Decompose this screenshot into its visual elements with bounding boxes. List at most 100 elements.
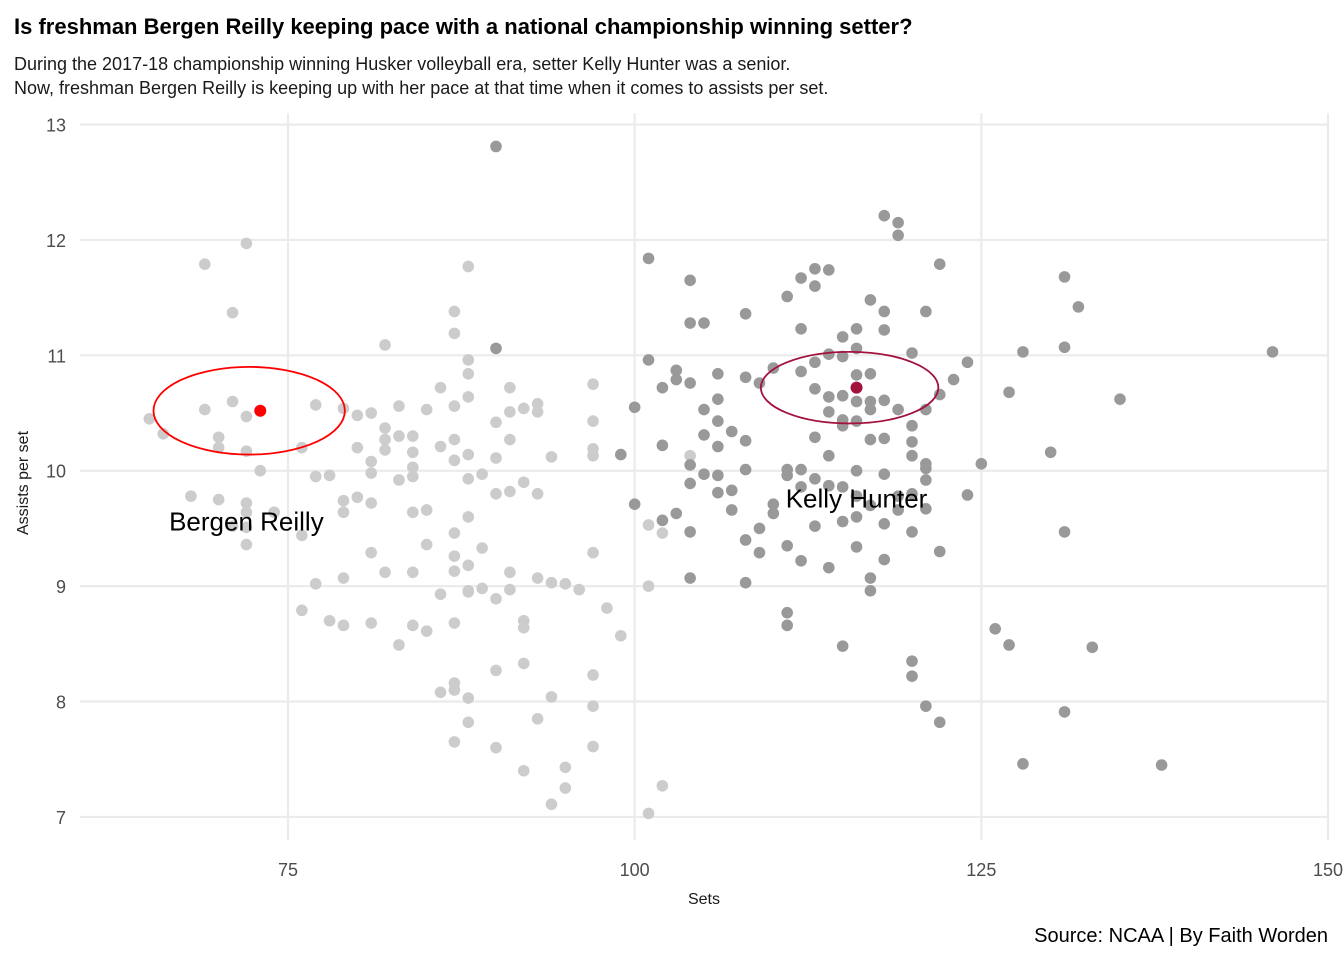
data-point [1058, 341, 1071, 354]
data-point [823, 406, 835, 418]
data-point [989, 623, 1001, 635]
data-point [670, 507, 683, 520]
data-point [809, 473, 821, 485]
highlight-point [850, 381, 863, 394]
data-point [864, 584, 877, 597]
data-point [420, 625, 433, 637]
data-point [906, 347, 918, 359]
data-point [1003, 639, 1015, 651]
data-point [920, 700, 932, 712]
data-point [199, 258, 211, 270]
data-point [490, 741, 502, 754]
y-tick-label: 11 [47, 346, 66, 366]
data-point [420, 538, 433, 551]
data-point [587, 449, 599, 462]
data-point [795, 322, 807, 335]
data-point [337, 494, 350, 507]
data-point [476, 582, 488, 595]
data-point [448, 400, 461, 412]
data-point [712, 415, 724, 427]
data-point [809, 356, 821, 369]
highlight-ellipse [152, 365, 346, 456]
data-point [531, 572, 544, 584]
highlight-label: Bergen Reilly [169, 507, 324, 537]
data-point [407, 446, 419, 459]
data-point [365, 455, 378, 468]
data-point [656, 779, 669, 792]
data-point [933, 716, 946, 729]
highlight-ellipse [759, 350, 940, 425]
data-point [767, 507, 780, 520]
data-point [795, 365, 807, 378]
data-point [337, 506, 350, 519]
data-point [587, 700, 599, 712]
data-point [684, 572, 696, 584]
data-point [559, 578, 572, 590]
data-point [323, 469, 336, 482]
data-point [878, 324, 891, 336]
data-point [420, 504, 433, 516]
data-point [892, 504, 904, 516]
data-point [1058, 271, 1071, 283]
data-point [850, 541, 863, 553]
data-point [823, 348, 835, 360]
data-point [795, 272, 807, 284]
data-point [933, 545, 946, 558]
chart-caption: Source: NCAA | By Faith Worden [1034, 925, 1328, 947]
data-point [698, 468, 710, 480]
data-point [920, 305, 932, 318]
data-point [712, 469, 724, 482]
data-point [628, 401, 641, 414]
data-point [490, 342, 502, 355]
data-point [212, 493, 225, 506]
data-point [448, 327, 461, 340]
data-point [143, 413, 156, 425]
data-point [504, 583, 516, 596]
data-point [920, 474, 932, 486]
data-point [698, 429, 710, 441]
data-point [836, 389, 849, 402]
data-point [462, 354, 475, 366]
data-point [420, 403, 433, 416]
data-point [739, 371, 752, 384]
data-point [462, 473, 475, 485]
data-point [462, 511, 475, 523]
y-tick-label: 8 [56, 693, 66, 713]
data-point [351, 441, 364, 454]
data-point [739, 534, 752, 546]
data-point [670, 364, 683, 377]
x-tick-label: 100 [620, 860, 650, 880]
data-point [850, 511, 863, 523]
data-point [850, 395, 863, 408]
data-point [781, 606, 793, 619]
data-point [795, 463, 807, 476]
data-point [864, 294, 877, 306]
data-point [407, 566, 419, 579]
data-point [448, 550, 461, 562]
data-point [920, 403, 932, 416]
data-point [809, 382, 821, 395]
highlighted-setters: Bergen Reilly Kelly Hunter [152, 350, 940, 537]
data-point [462, 692, 475, 704]
data-point [642, 354, 655, 366]
data-point [407, 619, 419, 632]
data-point [517, 764, 530, 777]
data-point [823, 479, 835, 492]
data-point [157, 428, 169, 440]
data-points [143, 140, 1279, 820]
data-point [490, 416, 502, 429]
data-point [254, 464, 267, 477]
data-point [670, 373, 683, 386]
data-point [864, 433, 877, 446]
data-point [379, 422, 391, 434]
data-point [323, 614, 336, 627]
data-point [240, 410, 253, 423]
data-point [517, 402, 530, 415]
data-point [448, 736, 461, 748]
data-point [850, 415, 863, 427]
y-tick-label: 10 [46, 462, 66, 482]
data-point [379, 566, 391, 579]
data-point [462, 367, 475, 380]
data-point [920, 462, 932, 475]
data-point [781, 619, 793, 632]
